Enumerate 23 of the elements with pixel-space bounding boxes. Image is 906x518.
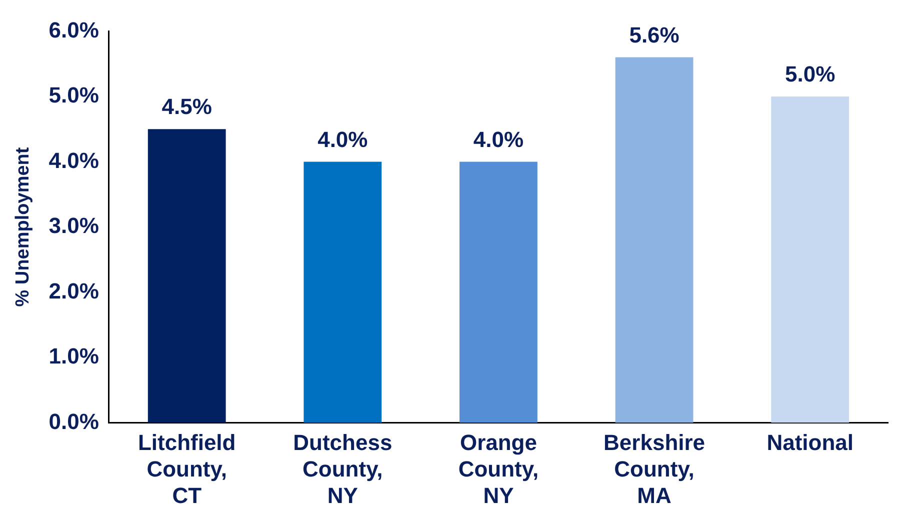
y-tick-label: 6.0% (48, 17, 99, 42)
x-tick-label: Orange County, NY (458, 430, 539, 508)
y-axis-title: % Unemployment (12, 146, 34, 307)
bar (148, 129, 226, 423)
y-tick-label: 1.0% (48, 344, 99, 369)
bar (771, 96, 850, 423)
y-tick-label: 3.0% (48, 213, 99, 238)
bar (615, 57, 694, 423)
data-label: 5.6% (629, 22, 680, 48)
data-label: 4.0% (473, 126, 524, 152)
y-tick-label: 0.0% (48, 408, 99, 434)
x-tick-label: Berkshire County, MA (604, 430, 706, 508)
bar (460, 162, 538, 423)
y-tick-label: 4.0% (48, 148, 99, 173)
x-tick-label: Dutchess County, NY (293, 430, 392, 508)
y-tick-label: 5.0% (48, 82, 99, 108)
bar (304, 162, 382, 423)
data-label: 4.5% (162, 94, 212, 120)
x-tick-label: Litchfield County, CT (138, 430, 236, 508)
y-tick-label: 2.0% (48, 278, 99, 304)
data-label: 4.0% (318, 126, 368, 152)
x-tick-label: National (766, 430, 854, 456)
data-label: 5.0% (785, 62, 836, 87)
